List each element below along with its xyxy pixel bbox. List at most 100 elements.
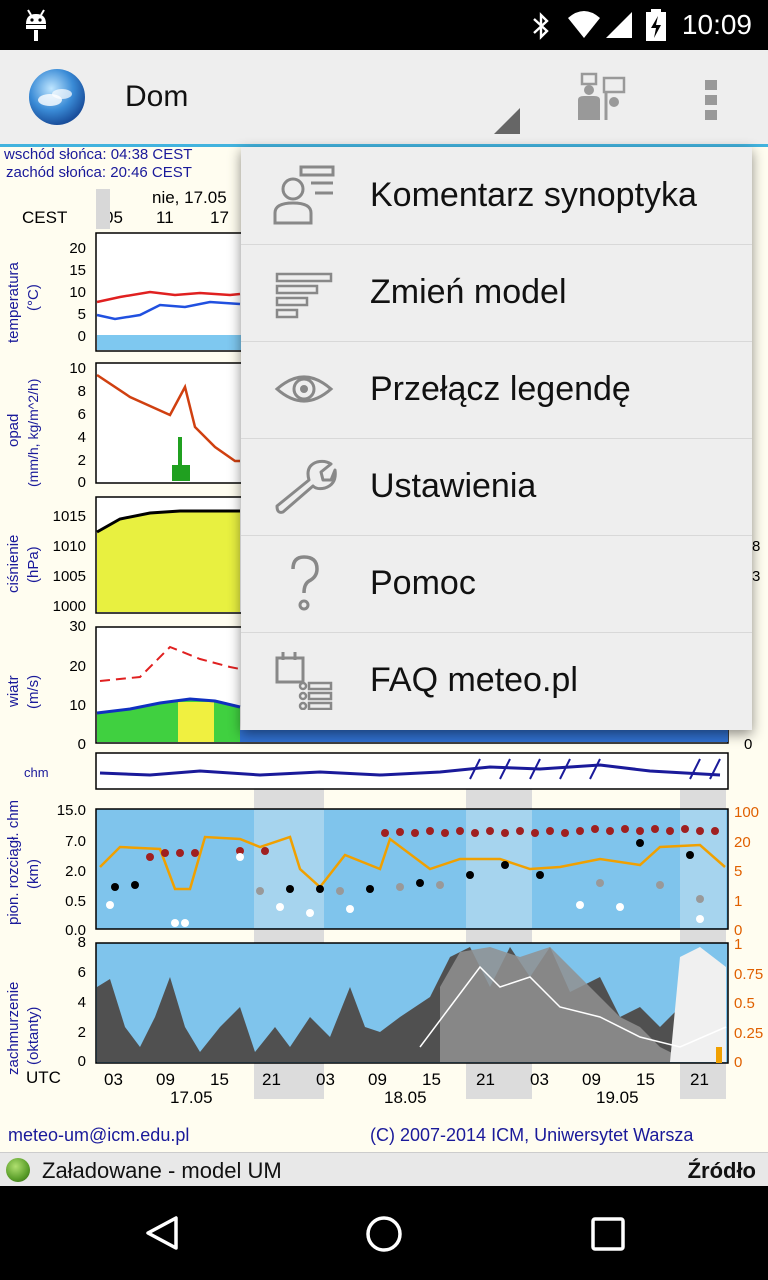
tick: 2 [78,452,86,469]
tick: 0 [78,328,86,345]
menu-item-faq[interactable]: FAQ meteo.pl [241,632,752,729]
clouds-label: pion. rozciągł. chm [5,800,22,925]
right-tick: 100 [734,804,759,821]
navigation-bar [0,1186,768,1280]
menu-item-label: Komentarz synoptyka [370,176,697,214]
status-bar: 10:09 [0,0,768,50]
temperature-unit: (°C) [25,284,42,311]
utc-hour: 09 [582,1070,601,1089]
tick: 2.0 [65,863,86,880]
utc-hour: 03 [104,1070,123,1089]
home-icon[interactable] [364,1214,404,1254]
overflow-menu-icon[interactable] [702,78,720,122]
status-indicator-icon [6,1158,30,1182]
utc-hour: 15 [422,1070,441,1089]
tick: 15 [69,262,86,279]
cest-label: CEST [22,208,67,227]
wind-barb-legend: chm [24,765,49,780]
tick: 10 [69,697,86,714]
right-tick: 20 [734,834,751,851]
tick: 20 [69,240,86,257]
tick: 10 [69,284,86,301]
tick: 5 [78,306,86,323]
cover-unit: (oktanty) [25,1007,42,1065]
tick: 0 [78,1053,86,1070]
menu-item-label: Ustawienia [370,467,537,505]
cest-hour: 11 [156,208,174,227]
utc-hour: 21 [690,1070,709,1089]
eye-icon [274,375,334,403]
menu-item-settings[interactable]: Ustawienia [241,438,752,536]
menu-item-help[interactable]: Pomoc [241,535,752,633]
change-model-icon [275,272,333,319]
utc-hour: 09 [368,1070,387,1089]
back-icon[interactable] [142,1214,180,1252]
tick: 30 [69,618,86,635]
pressure-label: ciśnienie [5,535,22,593]
battery-icon [646,9,666,41]
right-tick: 5 [734,863,742,880]
source-link[interactable]: Źródło [687,1158,756,1183]
spinner-arrow-icon[interactable] [494,108,520,134]
recents-icon[interactable] [590,1216,626,1252]
cover-panel: 8 6 4 2 0 1 0.75 0.5 0.25 0 zachmurzenie… [5,934,763,1075]
tick: 1005 [53,568,86,585]
utc-hour: 21 [476,1070,495,1089]
tick: 0.5 [65,893,86,910]
temperature-label: temperatura [5,261,22,343]
menu-item-change-model[interactable]: Zmień model [241,244,752,342]
clock: 10:09 [681,9,752,40]
tick: 0.0 [65,922,86,939]
utc-label: UTC [26,1068,61,1087]
app-logo-icon[interactable] [28,68,86,126]
footer-copyright: (C) 2007-2014 ICM, Uniwersytet Warsza [370,1125,694,1145]
right-tick: 0 [744,736,752,753]
wind-label: wiatr [5,675,22,708]
tick: 10 [69,360,86,377]
load-status-bar: Załadowane - model UM Źródło [0,1152,768,1187]
signal-icon [606,12,632,38]
footer-email[interactable]: meteo-um@icm.edu.pl [8,1125,189,1145]
clouds-unit: (km) [25,859,42,889]
bluetooth-icon [533,12,549,40]
right-tick: 8 [752,538,760,555]
utc-hour: 15 [210,1070,229,1089]
tick: 7.0 [65,833,86,850]
tick: 15.0 [57,802,86,819]
sunset-text: zachód słońca: 20:46 CEST [6,164,192,181]
tick: 8 [78,383,86,400]
right-tick: 3 [752,568,760,585]
sunrise-text: wschód słońca: 04:38 CEST [3,147,192,163]
action-bar: Dom [0,50,768,147]
tick: 2 [78,1024,86,1041]
right-tick: 0.75 [734,966,763,983]
cest-hour: 17 [210,208,229,227]
right-tick: 0.25 [734,1025,763,1042]
precip-label: opad [5,414,22,447]
menu-item-synoptic-comment[interactable]: Komentarz synoptyka [241,147,752,245]
clouds-panel: 15.0 7.0 2.0 0.5 0.0 100 20 5 1 0 pion. … [5,800,759,939]
tick: 6 [78,406,86,423]
tick: 1000 [53,598,86,615]
question-icon [291,555,319,611]
pins-icon[interactable] [574,72,628,122]
wifi-icon [568,11,600,38]
date-label: 17.05 [170,1088,213,1107]
cest-date: nie, 17.05 [152,188,227,207]
tick: 20 [69,658,86,675]
utc-axis: UTC 03 09 15 21 03 09 15 21 03 09 15 21 … [26,1068,709,1107]
right-tick: 1 [734,893,742,910]
tick: 1010 [53,538,86,555]
cover-label: zachmurzenie [5,982,22,1075]
tick: 6 [78,964,86,981]
date-label: 19.05 [596,1088,639,1107]
utc-hour: 15 [636,1070,655,1089]
right-tick: 0 [734,922,742,939]
menu-item-label: Zmień model [370,273,567,311]
load-status-text: Załadowane - model UM [42,1158,282,1183]
tick: 4 [78,994,86,1011]
menu-item-toggle-legend[interactable]: Przełącz legendę [241,341,752,439]
tick: 1015 [53,508,86,525]
date-label: 18.05 [384,1088,427,1107]
location-title[interactable]: Dom [125,80,189,113]
